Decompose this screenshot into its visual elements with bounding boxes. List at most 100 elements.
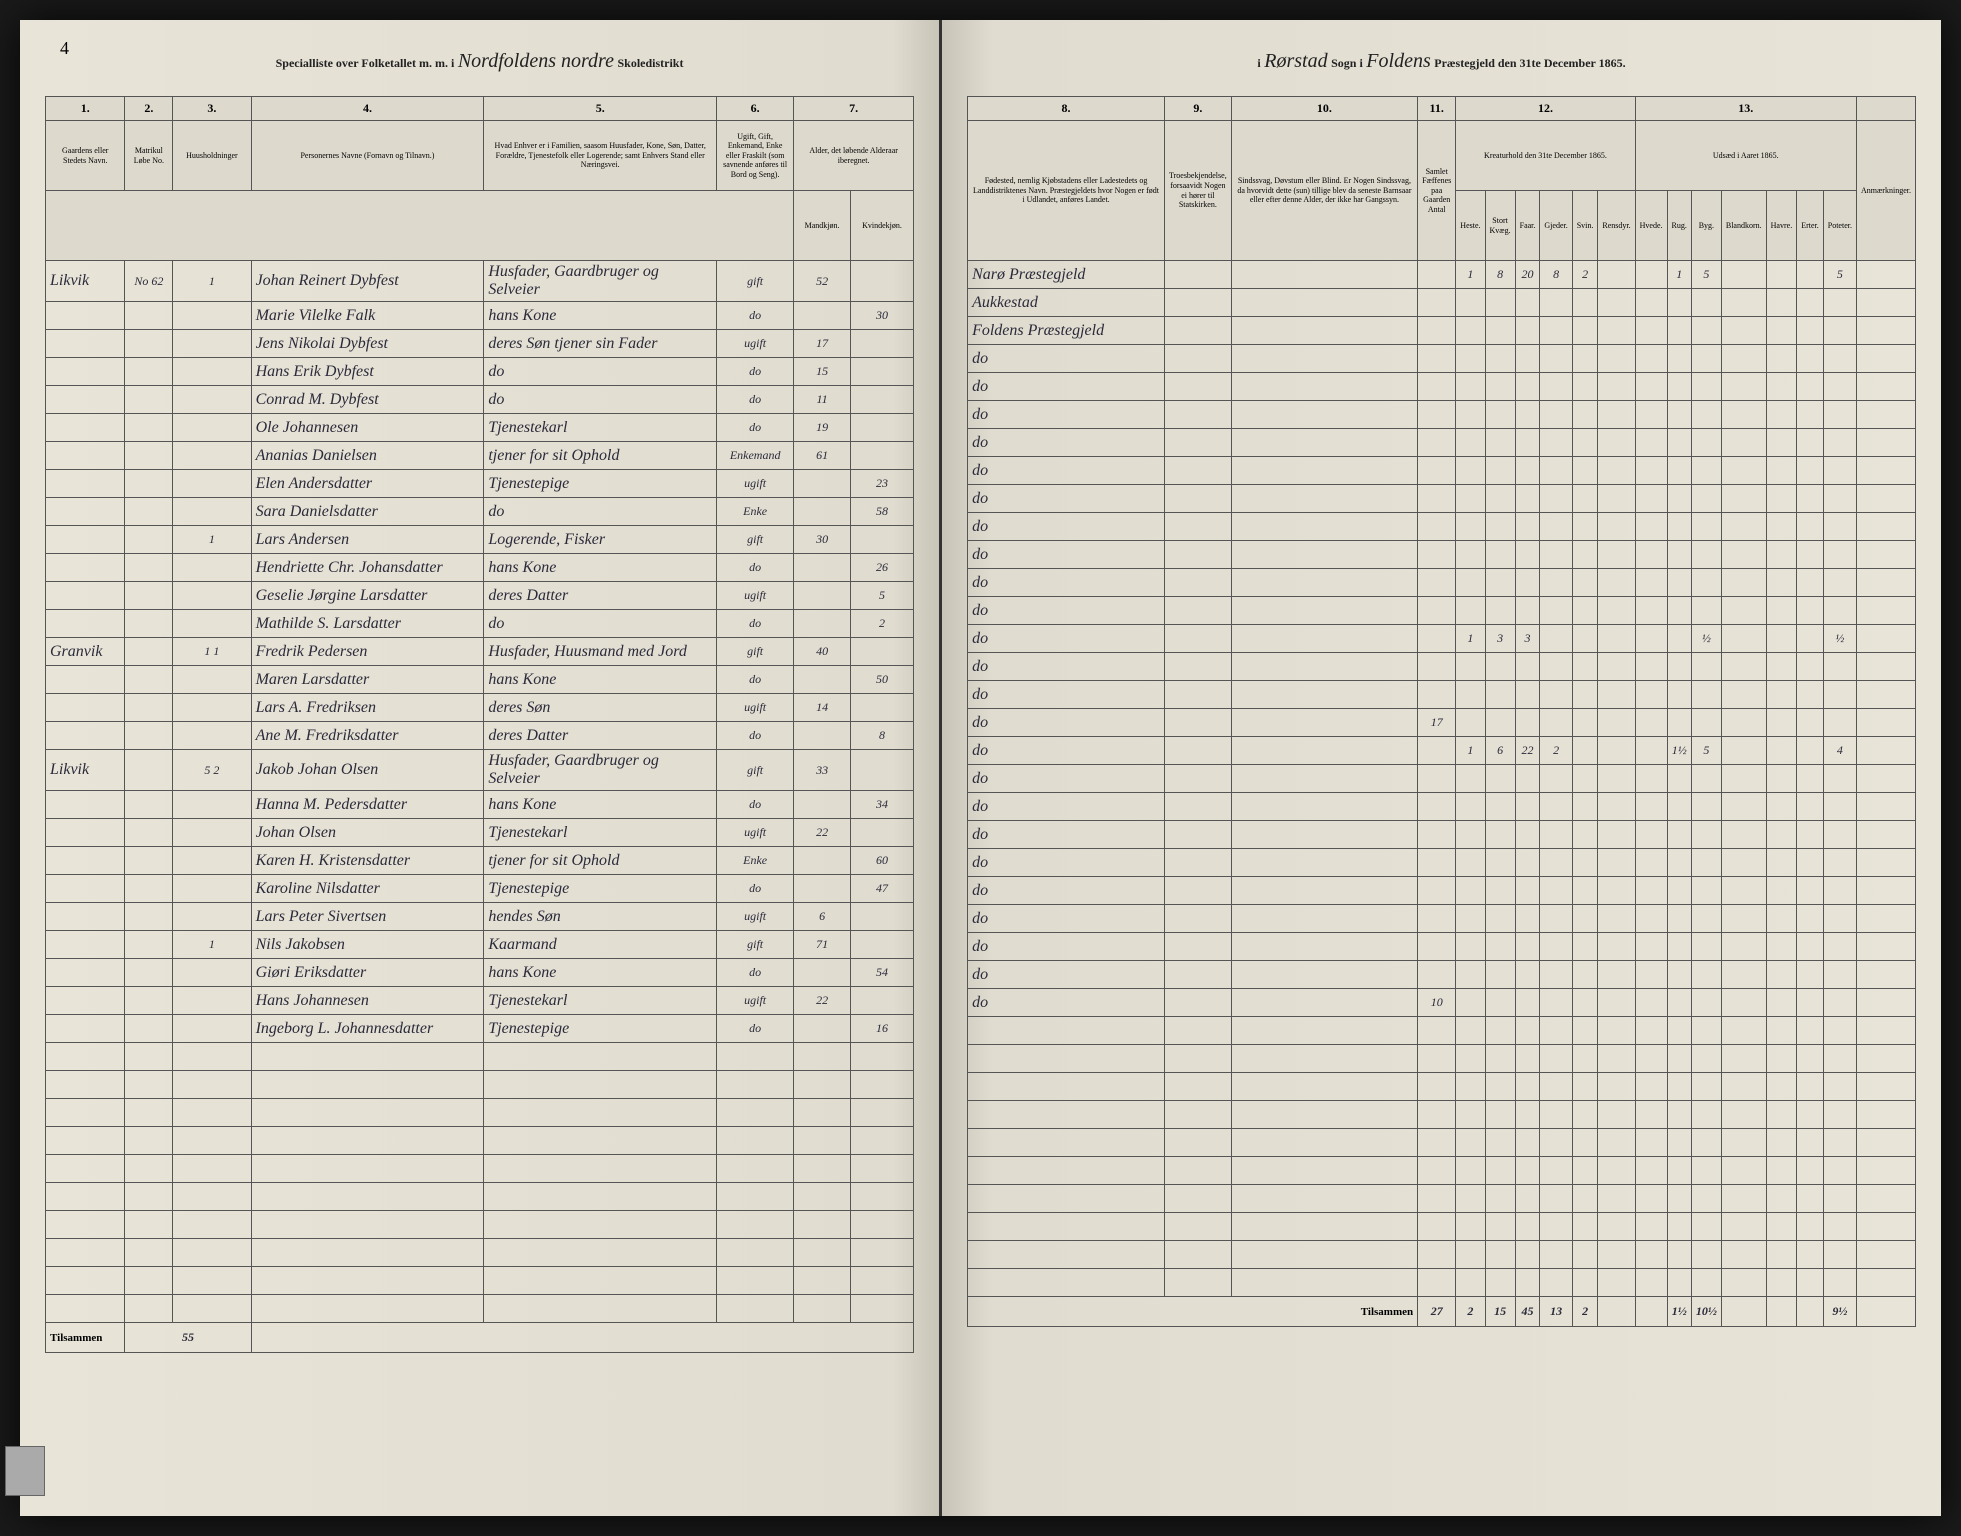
hvede-cell <box>1635 1213 1667 1241</box>
havre-cell <box>1766 765 1797 793</box>
heste-cell <box>1456 709 1485 737</box>
rug-cell <box>1667 1129 1691 1157</box>
tro-cell <box>1165 989 1232 1017</box>
poteter-cell <box>1823 821 1856 849</box>
erter-cell <box>1797 401 1824 429</box>
rug-cell <box>1667 513 1691 541</box>
rensdyr-cell <box>1598 317 1635 345</box>
tro-cell <box>1165 1073 1232 1101</box>
erter-cell <box>1797 1157 1824 1185</box>
kvinde-cell <box>850 819 913 847</box>
hvede-cell <box>1635 1073 1667 1101</box>
blandkorn-cell <box>1721 373 1766 401</box>
blandkorn-cell <box>1721 513 1766 541</box>
poteter-cell <box>1823 709 1856 737</box>
tro-cell <box>1165 933 1232 961</box>
anm-cell <box>1856 989 1915 1017</box>
erter-cell <box>1797 765 1824 793</box>
gift-cell: gift <box>717 931 794 959</box>
faar-cell <box>1515 905 1540 933</box>
havre-cell <box>1766 373 1797 401</box>
tro-cell <box>1165 289 1232 317</box>
hh-cell <box>173 1099 251 1127</box>
heste-cell <box>1456 933 1485 961</box>
blandkorn-cell <box>1721 737 1766 765</box>
tro-cell <box>1165 905 1232 933</box>
stand-cell: Tjenestepige <box>484 470 717 498</box>
kvaeg-cell <box>1485 597 1515 625</box>
heste-cell <box>1456 905 1485 933</box>
poteter-cell <box>1823 1157 1856 1185</box>
gjeder-cell <box>1540 597 1572 625</box>
table-row <box>46 1071 914 1099</box>
kvaeg-cell: 3 <box>1485 625 1515 653</box>
rensdyr-cell <box>1598 541 1635 569</box>
hvede-cell <box>1635 961 1667 989</box>
c11-cell <box>1418 485 1456 513</box>
gjeder-cell <box>1540 793 1572 821</box>
hh-cell <box>173 666 251 694</box>
rug-cell <box>1667 849 1691 877</box>
label-byg: Byg. <box>1691 191 1721 261</box>
anm-cell <box>1856 709 1915 737</box>
rensdyr-cell <box>1598 989 1635 1017</box>
svin-cell <box>1572 625 1598 653</box>
havre-cell <box>1766 317 1797 345</box>
gjeder-cell <box>1540 1269 1572 1297</box>
gjeder-cell <box>1540 1213 1572 1241</box>
poteter-cell <box>1823 765 1856 793</box>
fode-cell: do <box>968 933 1165 961</box>
c11-cell <box>1418 681 1456 709</box>
byg-cell <box>1691 989 1721 1017</box>
faar-cell <box>1515 429 1540 457</box>
blandkorn-cell <box>1721 457 1766 485</box>
svin-cell <box>1572 541 1598 569</box>
faar-cell <box>1515 541 1540 569</box>
hh-cell <box>173 1267 251 1295</box>
fode-cell: do <box>968 961 1165 989</box>
fode-cell: Aukkestad <box>968 289 1165 317</box>
c11-cell <box>1418 401 1456 429</box>
svin-cell <box>1572 1269 1598 1297</box>
sind-cell <box>1231 317 1417 345</box>
mand-cell: 30 <box>794 526 851 554</box>
poteter-cell <box>1823 653 1856 681</box>
fode-cell: do <box>968 681 1165 709</box>
table-row <box>968 1185 1916 1213</box>
gaard-cell <box>46 959 125 987</box>
matrikul-cell <box>125 750 173 791</box>
gaard-cell <box>46 582 125 610</box>
hh-cell: 1 <box>173 526 251 554</box>
tro-cell <box>1165 513 1232 541</box>
col-11: 11. <box>1418 97 1456 121</box>
havre-cell <box>1766 961 1797 989</box>
hvede-cell <box>1635 709 1667 737</box>
kvinde-cell <box>850 1099 913 1127</box>
mand-cell: 6 <box>794 903 851 931</box>
kvaeg-cell: 8 <box>1485 261 1515 289</box>
stand-cell <box>484 1239 717 1267</box>
c11-cell <box>1418 289 1456 317</box>
stand-cell: hans Kone <box>484 959 717 987</box>
erter-cell <box>1797 849 1824 877</box>
stand-cell: deres Datter <box>484 722 717 750</box>
tro-cell <box>1165 429 1232 457</box>
hh-cell <box>173 903 251 931</box>
navn-cell: Marie Vilelke Falk <box>251 302 484 330</box>
rug-cell <box>1667 709 1691 737</box>
gaard-cell <box>46 1267 125 1295</box>
gift-cell: ugift <box>717 987 794 1015</box>
sind-cell <box>1231 793 1417 821</box>
byg-cell <box>1691 681 1721 709</box>
havre-cell <box>1766 569 1797 597</box>
matrikul-cell <box>125 526 173 554</box>
table-row: do <box>968 597 1916 625</box>
svin-cell <box>1572 653 1598 681</box>
total-11: 27 <box>1418 1297 1456 1327</box>
kvinde-cell: 58 <box>850 498 913 526</box>
tro-cell <box>1165 1213 1232 1241</box>
heste-cell <box>1456 681 1485 709</box>
header-text: Skoledistrikt <box>617 56 683 70</box>
tro-cell <box>1165 345 1232 373</box>
c11-cell <box>1418 1129 1456 1157</box>
